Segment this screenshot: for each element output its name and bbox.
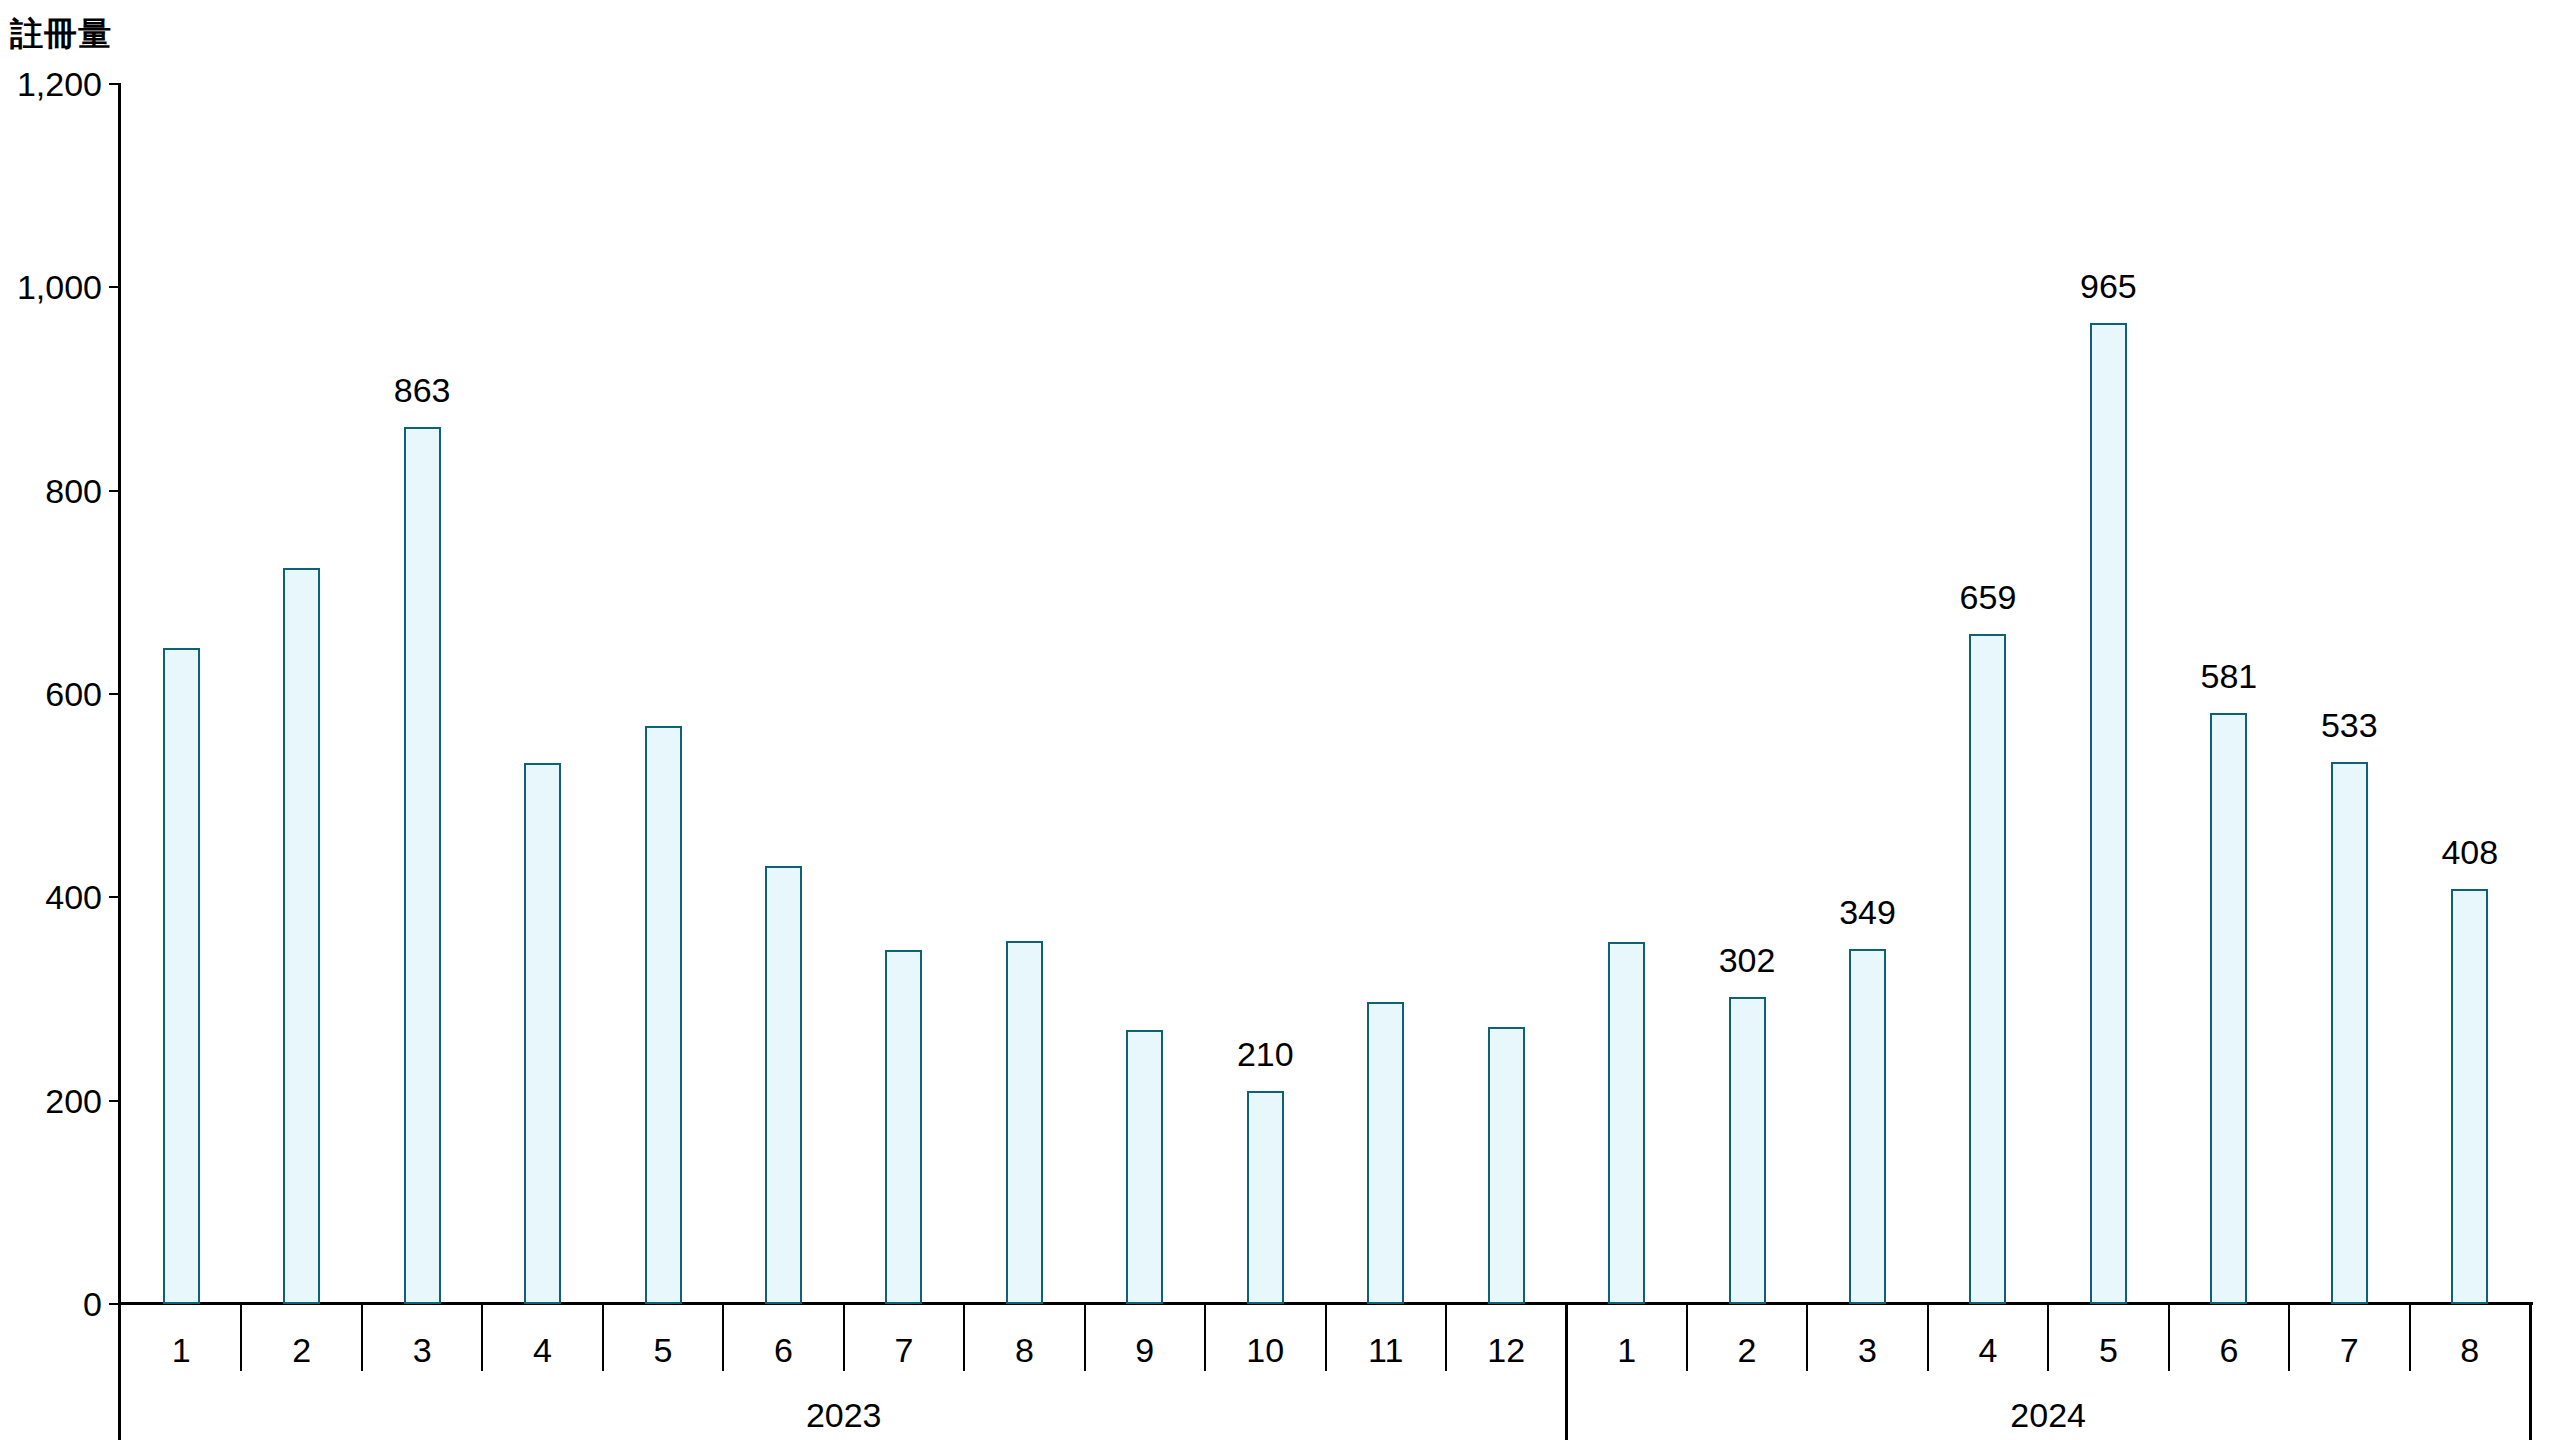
data-label-2024-5: 965	[1998, 266, 2218, 306]
year-label-2024: 2024	[1566, 1395, 2530, 1435]
bar-2024-2	[1729, 997, 1766, 1304]
month-divider-tick	[361, 1304, 363, 1371]
data-label-2024-3: 349	[1758, 892, 1978, 932]
y-tick-mark	[109, 83, 121, 85]
month-divider-tick	[1204, 1304, 1206, 1371]
month-label-2023-4: 4	[482, 1330, 602, 1370]
y-tick-label: 1,000	[2, 267, 102, 307]
bar-2023-12	[1488, 1027, 1525, 1304]
month-label-2023-1: 1	[121, 1330, 241, 1370]
y-tick-mark	[109, 693, 121, 695]
y-tick-mark	[109, 896, 121, 898]
data-label-2024-8: 408	[2360, 832, 2560, 872]
month-label-2024-7: 7	[2289, 1330, 2409, 1370]
bar-2023-5	[645, 726, 682, 1304]
bar-2023-1	[163, 648, 200, 1304]
data-label-2024-7: 533	[2239, 705, 2459, 745]
month-label-2024-5: 5	[2048, 1330, 2168, 1370]
bar-2024-1	[1608, 942, 1645, 1304]
bar-2024-6	[2210, 713, 2247, 1304]
y-tick-label: 200	[2, 1081, 102, 1121]
data-label-2024-6: 581	[2119, 656, 2339, 696]
y-tick-label: 600	[2, 674, 102, 714]
month-divider-tick	[1927, 1304, 1929, 1371]
month-label-2023-9: 9	[1085, 1330, 1205, 1370]
y-tick-label: 400	[2, 877, 102, 917]
month-label-2024-2: 2	[1687, 1330, 1807, 1370]
y-tick-label: 1,200	[2, 64, 102, 104]
bar-2023-11	[1367, 1002, 1404, 1304]
y-tick-label: 800	[2, 471, 102, 511]
month-divider-tick	[722, 1304, 724, 1371]
month-divider-tick	[2409, 1304, 2411, 1371]
bar-2024-5	[2090, 323, 2127, 1304]
month-divider-tick	[240, 1304, 242, 1371]
month-divider-tick	[1325, 1304, 1327, 1371]
bar-2023-4	[524, 763, 561, 1304]
bar-2023-6	[765, 866, 802, 1304]
month-label-2024-6: 6	[2169, 1330, 2289, 1370]
month-divider-tick	[843, 1304, 845, 1371]
data-label-2024-2: 302	[1637, 940, 1857, 980]
month-label-2024-8: 8	[2410, 1330, 2530, 1370]
month-divider-tick	[2168, 1304, 2170, 1371]
bar-2024-3	[1849, 949, 1886, 1304]
bar-2023-8	[1006, 941, 1043, 1304]
month-divider-tick	[2047, 1304, 2049, 1371]
month-label-2023-10: 10	[1205, 1330, 1325, 1370]
bar-2023-3	[404, 427, 441, 1304]
y-tick-mark	[109, 1100, 121, 1102]
month-label-2023-8: 8	[964, 1330, 1084, 1370]
month-label-2023-12: 12	[1446, 1330, 1566, 1370]
y-tick-label: 0	[2, 1284, 102, 1324]
data-label-2023-10: 210	[1155, 1034, 1375, 1074]
y-axis-title: 註冊量	[10, 12, 112, 57]
month-label-2023-5: 5	[603, 1330, 723, 1370]
bar-2023-7	[885, 950, 922, 1304]
month-label-2024-1: 1	[1566, 1330, 1686, 1370]
month-divider-tick	[602, 1304, 604, 1371]
bar-2023-10	[1247, 1091, 1284, 1305]
data-label-2023-3: 863	[312, 370, 532, 410]
month-label-2023-3: 3	[362, 1330, 482, 1370]
month-label-2024-3: 3	[1807, 1330, 1927, 1370]
month-label-2023-2: 2	[241, 1330, 361, 1370]
month-divider-tick	[1686, 1304, 1688, 1371]
month-divider-tick	[2288, 1304, 2290, 1371]
y-tick-mark	[109, 1303, 121, 1305]
month-label-2023-11: 11	[1326, 1330, 1446, 1370]
y-tick-mark	[109, 286, 121, 288]
y-tick-mark	[109, 490, 121, 492]
data-label-2024-4: 659	[1878, 577, 2098, 617]
bar-2023-2	[283, 568, 320, 1304]
year-label-2023: 2023	[121, 1395, 1566, 1435]
bar-2024-4	[1969, 634, 2006, 1304]
month-divider-tick	[481, 1304, 483, 1371]
month-divider-tick	[1084, 1304, 1086, 1371]
bar-2024-8	[2451, 889, 2488, 1304]
month-divider-tick	[1445, 1304, 1447, 1371]
month-divider-tick	[1806, 1304, 1808, 1371]
bar-chart: 註冊量 02004006008001,0001,200 863210302349…	[0, 0, 2560, 1440]
month-label-2024-4: 4	[1928, 1330, 2048, 1370]
month-label-2023-6: 6	[723, 1330, 843, 1370]
month-divider-tick	[963, 1304, 965, 1371]
month-label-2023-7: 7	[844, 1330, 964, 1370]
